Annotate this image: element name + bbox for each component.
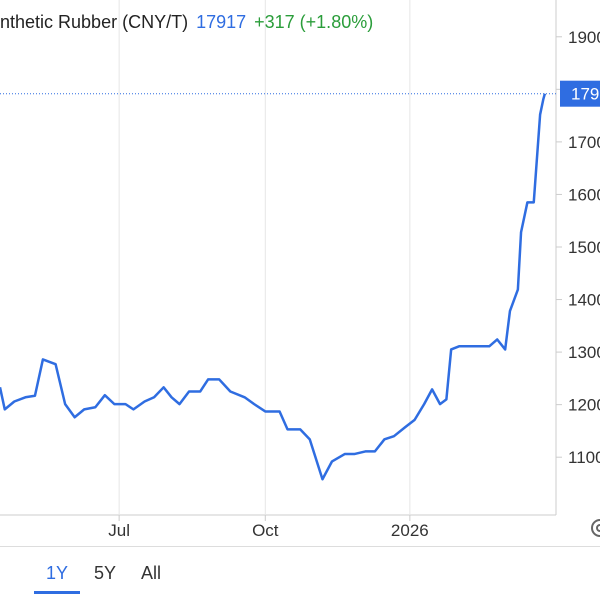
y-tick-label: 17000 (568, 133, 600, 152)
range-button[interactable]: All (141, 563, 162, 583)
change: +317 (+1.80%) (254, 12, 374, 32)
x-tick-label: Jul (108, 521, 130, 540)
range-button[interactable]: 1Y (46, 563, 69, 583)
y-tick-label: 13000 (568, 343, 600, 362)
range-button[interactable]: 5Y (94, 563, 117, 583)
y-tick-label: 16000 (568, 185, 600, 204)
last-value-tag-label: 17917 (571, 85, 600, 104)
y-tick-label: 19000 (568, 28, 600, 47)
y-tick-label: 14000 (568, 291, 600, 310)
y-tick-label: 11000 (568, 448, 600, 467)
title: nthetic Rubber (CNY/T) (0, 12, 189, 32)
chart: Jul Oct 2026 11000 12000 13000 14000 15000 16000… (0, 0, 600, 540)
price-line (0, 93, 547, 481)
settings-icon[interactable] (591, 519, 600, 537)
y-tick-label: 12000 (568, 396, 600, 415)
last-value-tag (560, 80, 600, 107)
y-tick-label: 15000 (568, 238, 600, 257)
x-tick-label: 2026 (391, 521, 429, 540)
last-value: 17917 (196, 12, 247, 32)
range-bar: 1Y 5Y All (0, 546, 600, 600)
gear-hole[interactable] (596, 524, 600, 532)
header: nthetic Rubber (CNY/T) 17917 +317 (+1.80%) (0, 12, 381, 33)
x-tick-label: Oct (252, 521, 279, 540)
selected-underline (34, 591, 80, 594)
gear[interactable] (591, 519, 600, 537)
